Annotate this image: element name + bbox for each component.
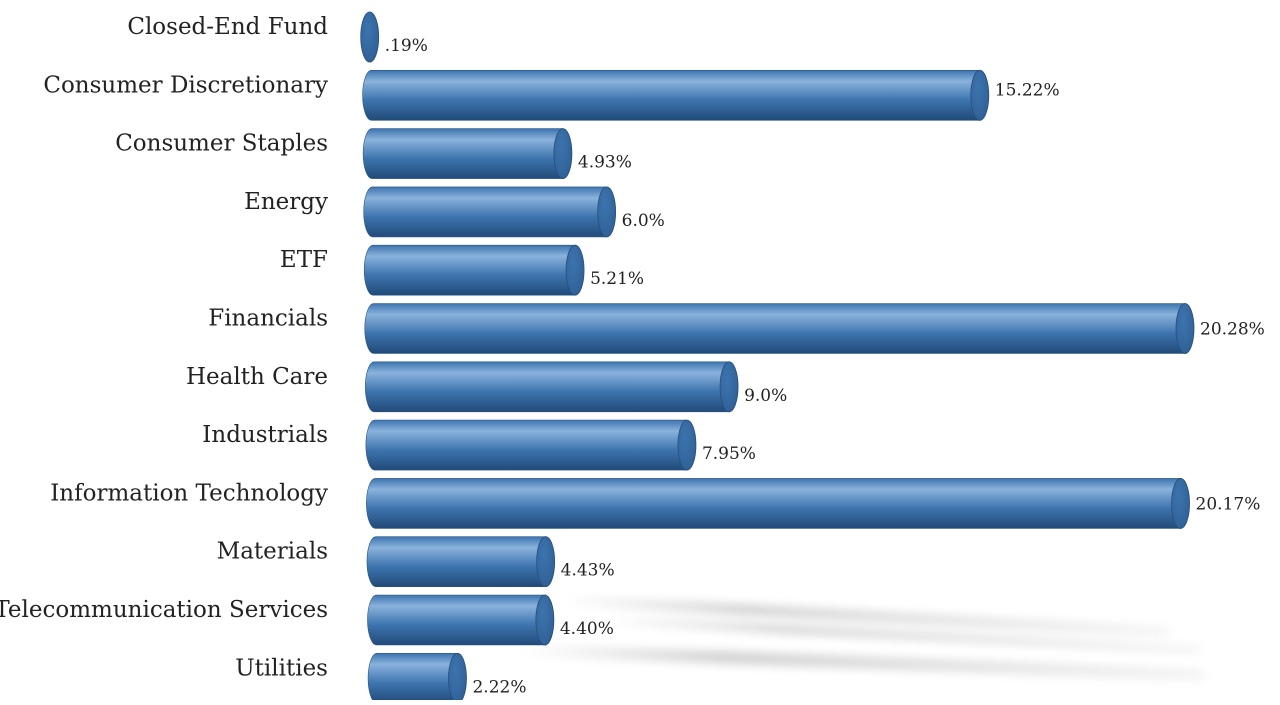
bar-body [365,419,688,471]
category-label: Energy [244,189,328,215]
value-label: 9.0% [744,386,787,406]
bar-end-cap [597,186,617,238]
bar-etf [363,244,585,296]
value-label: 6.0% [622,211,665,231]
bar-end-cap [970,69,990,121]
bar-end-cap [360,11,380,63]
bar-body [366,536,546,587]
bars [360,11,1195,704]
category-label: Consumer Discretionary [43,72,328,98]
floor-shadow-streak [560,595,1170,637]
bar-energy [363,186,617,238]
category-label: Utilities [235,655,328,681]
bar-utilities [367,652,467,704]
bar-body [362,128,564,179]
value-label: 4.40% [560,619,614,639]
category-label: Closed-End Fund [127,14,328,40]
bar-financials [364,303,1195,354]
category-label: Information Technology [50,480,328,506]
bar-body [362,70,981,121]
value-label: 15.22% [995,80,1060,100]
bar-end-cap [536,536,556,588]
category-label: Industrials [202,422,328,448]
value-label: 20.17% [1196,494,1261,514]
category-label: Health Care [186,364,328,390]
category-label: Financials [208,306,328,332]
floor-shadow-streak [600,616,1200,654]
value-label: 4.93% [578,153,632,173]
bar-end-cap [1175,303,1195,354]
value-label: 4.43% [561,561,615,581]
value-label: 7.95% [702,444,756,464]
value-label: 20.28% [1200,320,1265,340]
value-label: 2.22% [472,677,526,697]
value-label: .19% [385,36,428,56]
bar-body [367,594,546,646]
bar-end-cap [719,361,739,413]
bar-end-cap [535,594,555,646]
category-label: Consumer Staples [115,131,328,157]
bar-body [364,303,1186,354]
bar-end-cap [677,419,697,471]
bar-body [365,361,730,413]
bar-body [363,244,576,296]
floor-shadow-streak [520,644,1205,681]
bar-information-technology [366,477,1190,529]
bar-consumer-staples [362,128,573,180]
bar-body [367,653,458,704]
floor-shadow [520,595,1205,681]
bar-materials [366,536,556,588]
bar-consumer-discretionary [362,69,990,121]
bar-body [366,478,1181,529]
bar-body [363,186,607,238]
category-label: ETF [280,247,328,273]
bar-health-care [365,361,739,413]
bar-closed-end-fund [360,11,380,63]
bar-end-cap [553,128,573,180]
category-label: Telecommunication Services [0,597,328,623]
value-label: 5.21% [590,269,644,289]
bar-end-cap [448,652,467,704]
bar-end-cap [1171,477,1190,529]
bar-industrials [365,419,697,471]
bar-telecommunication-services [367,594,555,646]
bar-end-cap [565,244,585,296]
category-label: Materials [217,539,328,565]
labels: Closed-End Fund .19% Consumer Discretionar… [0,14,1265,697]
